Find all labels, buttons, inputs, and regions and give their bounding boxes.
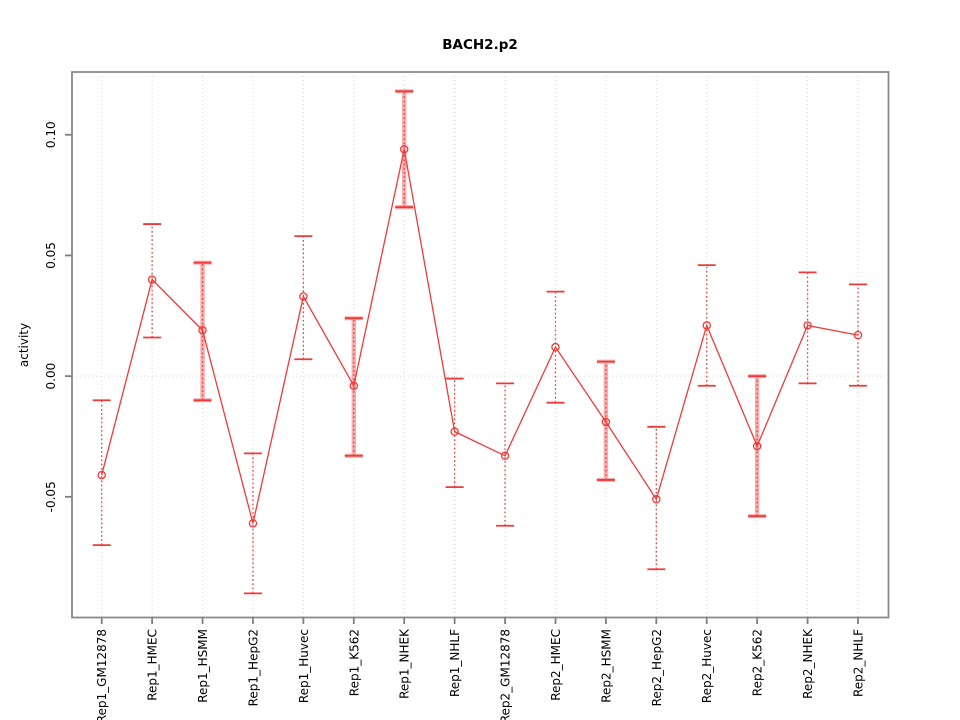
x-tick-label: Rep2_HepG2	[650, 629, 664, 706]
data-point	[500, 451, 510, 461]
data-point	[198, 326, 207, 335]
x-tick-label: Rep1_NHLF	[448, 629, 462, 697]
data-point	[853, 330, 863, 340]
x-tick-label: Rep2_NHEK	[801, 628, 815, 699]
data-point	[97, 470, 106, 480]
data-point	[299, 292, 308, 301]
x-tick-label: Rep2_NHLF	[852, 629, 866, 697]
x-tick-label: Rep2_Huvec	[700, 629, 714, 703]
y-tick-label: 0.10	[44, 121, 58, 148]
x-tick-label: Rep2_GM12878	[499, 629, 513, 720]
x-tick-label: Rep1_K562	[347, 629, 361, 696]
plot-box	[71, 71, 890, 619]
data-point	[248, 519, 258, 528]
x-tick-label: Rep1_NHEK	[398, 628, 412, 699]
x-tick-label: Rep1_Huvec	[297, 629, 311, 703]
x-tick-label: Rep1_HMEC	[146, 629, 160, 701]
x-tick-label: Rep2_K562	[751, 629, 765, 696]
chart-title: BACH2.p2	[442, 37, 518, 53]
series-line	[101, 149, 859, 524]
y-tick-label: -0.05	[44, 481, 58, 512]
x-tick-label: Rep2_HSMM	[599, 629, 613, 703]
x-tick-label: Rep2_HMEC	[549, 629, 563, 701]
y-tick-label: 0.00	[44, 363, 58, 390]
data-point	[349, 381, 359, 391]
data-point	[601, 417, 611, 427]
data-point	[803, 321, 812, 330]
y-tick-label: 0.05	[44, 242, 58, 269]
data-point	[551, 342, 560, 352]
data-point	[147, 275, 157, 284]
data-point	[652, 494, 661, 504]
x-tick-label: Rep1_HSMM	[196, 629, 210, 703]
data-point	[450, 427, 459, 436]
data-point	[752, 441, 762, 451]
data-point	[399, 144, 409, 154]
x-tick-label: Rep1_HepG2	[246, 629, 260, 706]
x-tick-label: Rep1_GM12878	[95, 629, 109, 720]
data-point	[702, 321, 711, 330]
